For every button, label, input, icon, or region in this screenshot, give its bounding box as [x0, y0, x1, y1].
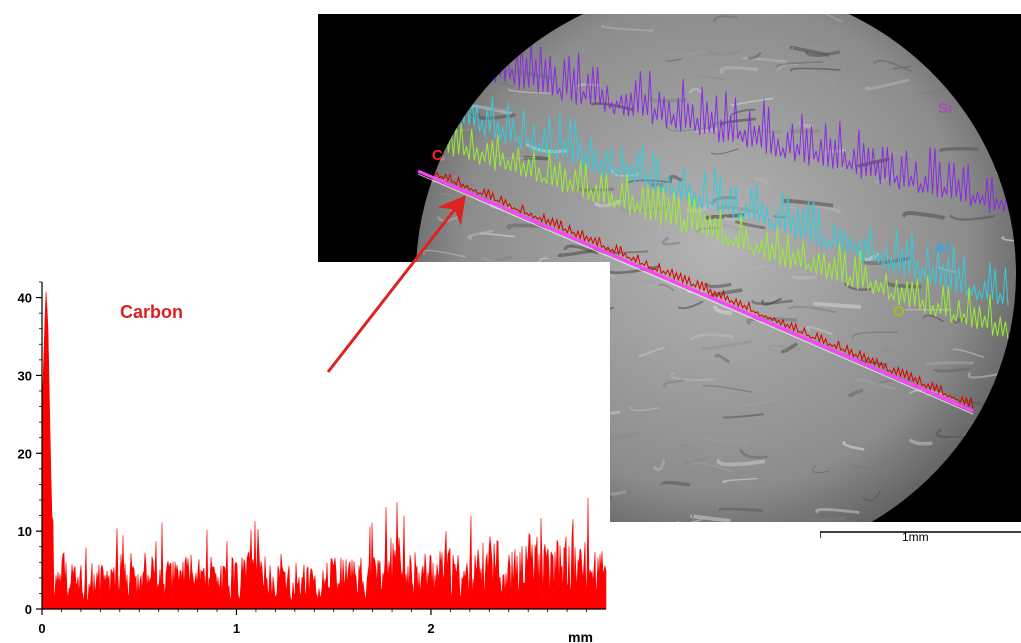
line-scan-highlight: [417, 173, 974, 415]
label-o: O: [893, 303, 905, 320]
carbon-series-area: [41, 291, 607, 610]
carbon-line-profile-chart: 0 10 20 30 40 0 1 2 Carbon mm: [0, 262, 610, 643]
label-al: Al: [935, 240, 950, 257]
y-tick-label: 10: [18, 524, 32, 539]
y-tick-label: 20: [18, 446, 32, 461]
label-c: C: [432, 147, 443, 164]
label-si: Si: [938, 100, 953, 117]
x-tick-label: 1: [233, 621, 240, 636]
sem-micrograph: [318, 14, 1021, 522]
x-tick-label: 2: [427, 621, 434, 636]
scale-bar-label: 1mm: [902, 530, 929, 544]
x-axis-ticks: 0 1 2: [38, 609, 587, 636]
element-traces: [417, 31, 1016, 409]
scale-bar: 1mm: [819, 528, 1021, 558]
x-tick-label: 0: [38, 621, 45, 636]
micrograph-image: [318, 14, 1021, 522]
chart-svg: 0 10 20 30 40 0 1 2 Carbon mm: [18, 281, 607, 643]
carbon-series: [41, 289, 607, 610]
y-tick-label: 40: [18, 291, 32, 306]
x-axis-unit-label: mm: [568, 629, 593, 643]
y-tick-label: 0: [25, 602, 32, 617]
line-scan-path: [417, 169, 974, 413]
chart-title: Carbon: [120, 302, 183, 322]
y-axis-ticks: 0 10 20 30 40: [18, 281, 42, 617]
y-tick-label: 30: [18, 368, 32, 383]
